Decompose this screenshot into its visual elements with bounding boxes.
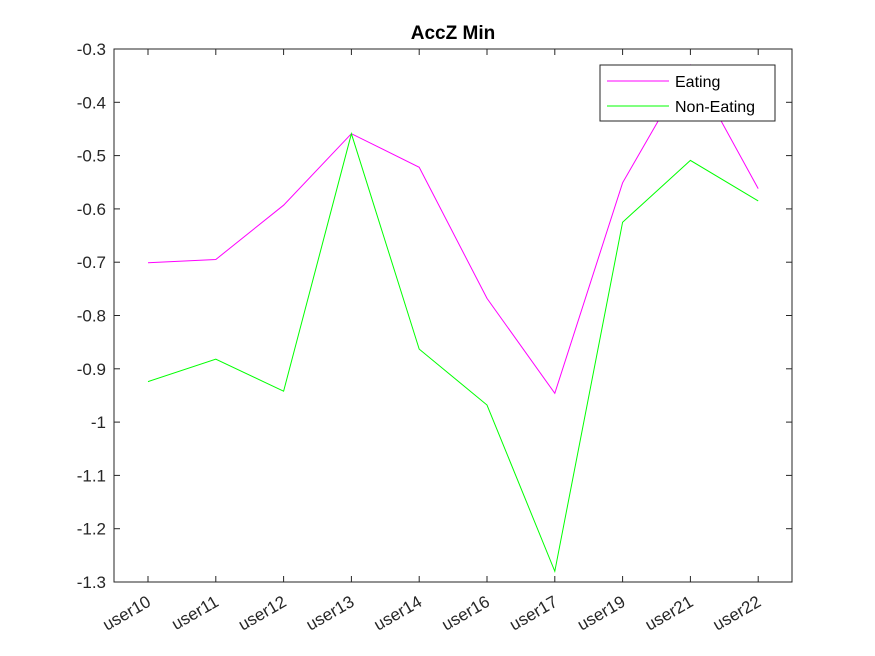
y-tick-label: -1.2 bbox=[77, 520, 106, 539]
series-line-non-eating bbox=[147, 131, 759, 574]
x-tick-label: user22 bbox=[710, 592, 765, 634]
x-tick-label: user11 bbox=[168, 592, 221, 634]
x-tick-label: user12 bbox=[235, 592, 290, 634]
legend: Eating Non-Eating bbox=[599, 64, 776, 122]
x-tick-label: user21 bbox=[642, 592, 697, 634]
y-tick-label: -0.6 bbox=[77, 200, 106, 219]
y-tick-label: -0.4 bbox=[77, 93, 106, 112]
series-line-eating bbox=[147, 63, 759, 395]
y-tick-label: -0.5 bbox=[77, 147, 106, 166]
x-tick-label: user16 bbox=[438, 592, 493, 634]
x-tick-label: user19 bbox=[574, 592, 629, 634]
x-tick-label: user14 bbox=[371, 592, 426, 634]
y-tick-label: -0.3 bbox=[77, 40, 106, 59]
y-tick-label: -0.8 bbox=[77, 307, 106, 326]
x-tick-label: user17 bbox=[506, 592, 561, 634]
legend-label: Non-Eating bbox=[675, 99, 755, 116]
legend-label: Eating bbox=[675, 74, 720, 91]
series-layer bbox=[147, 63, 759, 574]
x-tick-label: user10 bbox=[99, 592, 154, 634]
plot-area bbox=[114, 49, 792, 582]
y-tick-label: -1.1 bbox=[77, 466, 106, 485]
legend-box bbox=[599, 64, 776, 122]
y-tick-label: -0.9 bbox=[77, 360, 106, 379]
chart-title: AccZ Min bbox=[411, 23, 495, 44]
y-tick-label: -1 bbox=[91, 413, 106, 432]
y-tick-label: -0.7 bbox=[77, 253, 106, 272]
x-tick-label: user13 bbox=[303, 592, 358, 634]
y-tick-label: -1.3 bbox=[77, 573, 106, 592]
